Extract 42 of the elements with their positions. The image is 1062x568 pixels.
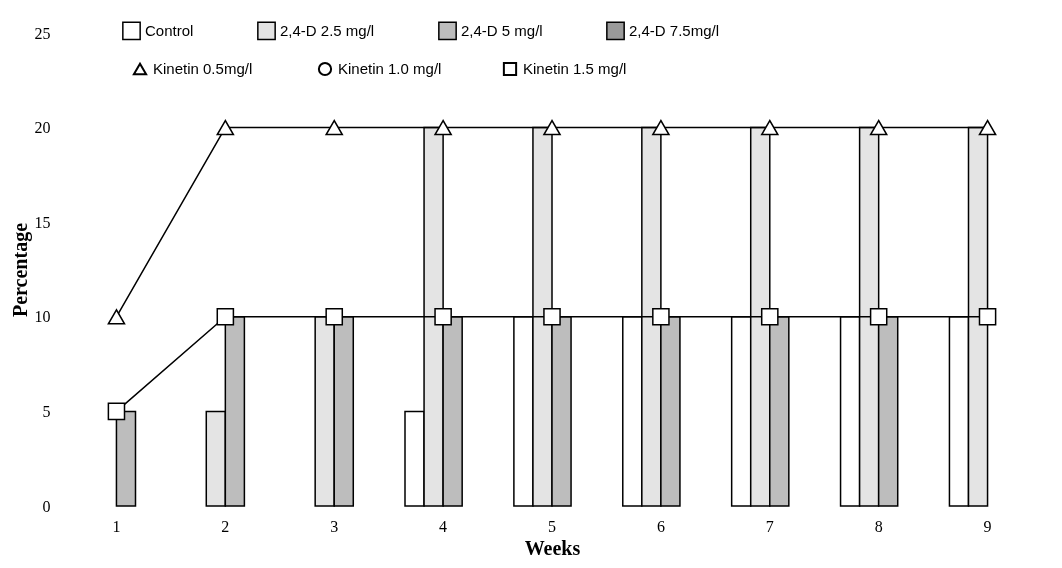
point bbox=[216, 307, 235, 326]
point bbox=[107, 402, 126, 421]
point bbox=[543, 307, 561, 326]
point bbox=[978, 307, 997, 326]
point bbox=[760, 307, 779, 326]
legend-label: Control bbox=[145, 21, 194, 39]
x-tick-label: 7 bbox=[765, 517, 774, 535]
y-tick-label: 20 bbox=[34, 119, 51, 137]
legend-label: 2,4-D 2.5 mg/l bbox=[280, 21, 375, 39]
y-axis-title: Percentage bbox=[8, 222, 32, 318]
y-tick-label: 15 bbox=[34, 213, 51, 231]
point bbox=[760, 119, 779, 136]
point bbox=[652, 119, 670, 136]
x-tick-label: 4 bbox=[439, 517, 448, 535]
x-axis-title: Weeks bbox=[524, 536, 581, 559]
y-tick-label: 10 bbox=[34, 308, 51, 326]
point bbox=[107, 309, 126, 325]
x-tick-label: 5 bbox=[548, 517, 556, 535]
point bbox=[543, 119, 561, 136]
point bbox=[216, 119, 235, 136]
y-tick-label: 0 bbox=[42, 497, 51, 515]
point bbox=[325, 307, 344, 326]
point bbox=[978, 119, 997, 136]
x-tick-label: 1 bbox=[112, 517, 121, 535]
x-tick-label: 8 bbox=[874, 517, 883, 535]
y-tick-label: 5 bbox=[42, 402, 51, 420]
point bbox=[434, 119, 452, 136]
legend-label: Kinetin 1.0 mg/l bbox=[338, 60, 442, 77]
legend-label: Kinetin 0.5mg/l bbox=[153, 60, 253, 77]
point bbox=[652, 307, 670, 326]
x-tick-label: 2 bbox=[221, 517, 230, 535]
point bbox=[434, 307, 452, 326]
legend-label: 2,4-D 7.5mg/l bbox=[629, 21, 720, 39]
legend-label: 2,4-D 5 mg/l bbox=[461, 21, 543, 39]
point bbox=[325, 119, 344, 136]
x-tick-label: 3 bbox=[330, 517, 339, 535]
point bbox=[869, 307, 888, 326]
x-tick-label: 6 bbox=[656, 517, 665, 535]
y-tick-label: 25 bbox=[34, 24, 51, 42]
legend-label: Kinetin 1.5 mg/l bbox=[523, 60, 627, 77]
x-tick-label: 9 bbox=[983, 517, 992, 535]
point bbox=[869, 119, 888, 136]
